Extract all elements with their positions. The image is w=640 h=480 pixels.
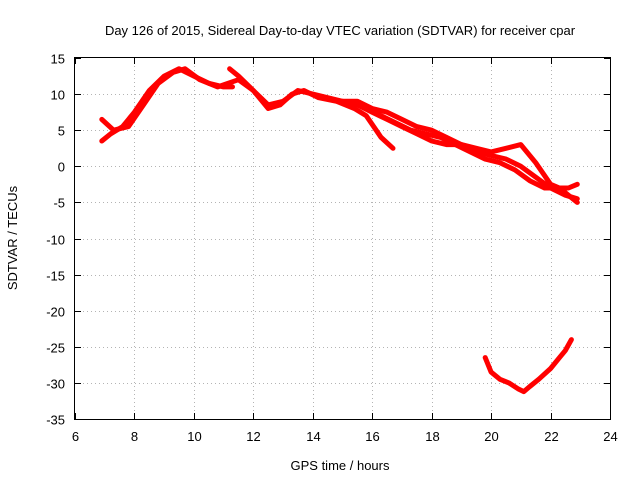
series-line-track-5 [363,106,580,205]
y-tick-label: 10 [51,88,65,103]
y-tick-label: 0 [58,160,65,175]
x-tick-label: 14 [306,429,320,444]
y-tick-label: -15 [46,269,65,284]
series-line-track-6 [482,337,574,395]
y-axis-label: SDTVAR / TECUs [5,185,20,290]
plot-frame [74,57,611,420]
series-line-track-3 [227,66,580,202]
x-tick-label: 10 [187,429,201,444]
x-axis-label: GPS time / hours [291,458,390,473]
ticks: 6 8 10 12 14 16 18 20 22 24 15 10 5 0 -5 -10 -15 -20 -25 -3… [46,52,618,445]
x-tick-label: 22 [544,429,558,444]
y-tick-label: 15 [51,52,65,67]
chart-title: Day 126 of 2015, Sidereal Day-to-day VTE… [105,23,576,38]
x-tick-label: 12 [246,429,260,444]
y-tick-label: -5 [53,196,65,211]
y-tick-label: -30 [46,377,65,392]
y-tick-label: 5 [58,124,65,139]
y-tick-label: -35 [46,413,65,428]
y-tick-label: -20 [46,305,65,320]
x-tick-label: 16 [365,429,379,444]
y-tick-label: -25 [46,341,65,356]
x-tick-label: 18 [425,429,439,444]
x-tick-label: 6 [72,429,79,444]
x-tick-label: 24 [603,429,617,444]
x-tick-label: 20 [484,429,498,444]
series-layer [99,66,580,395]
y-tick-label: -10 [46,233,65,248]
x-tick-label: 8 [131,429,138,444]
